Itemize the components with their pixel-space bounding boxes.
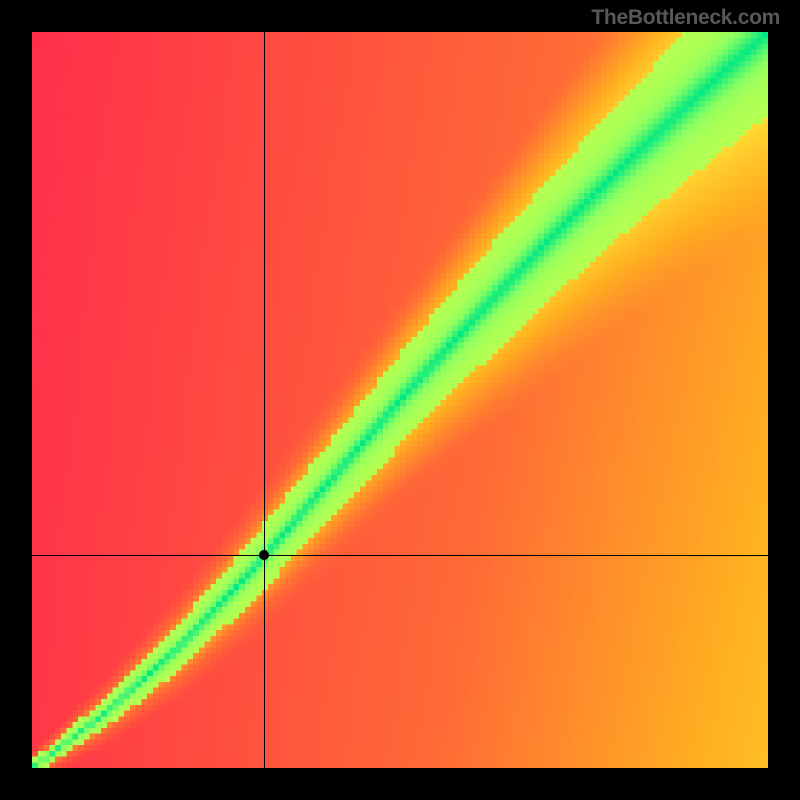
crosshair-vertical [264,32,265,768]
plot-area [32,32,768,768]
watermark-text: TheBottleneck.com [591,6,780,30]
chart-outer: TheBottleneck.com [0,0,800,800]
crosshair-horizontal [32,555,768,556]
heatmap-canvas [32,32,768,768]
cross-point-marker [259,550,269,560]
